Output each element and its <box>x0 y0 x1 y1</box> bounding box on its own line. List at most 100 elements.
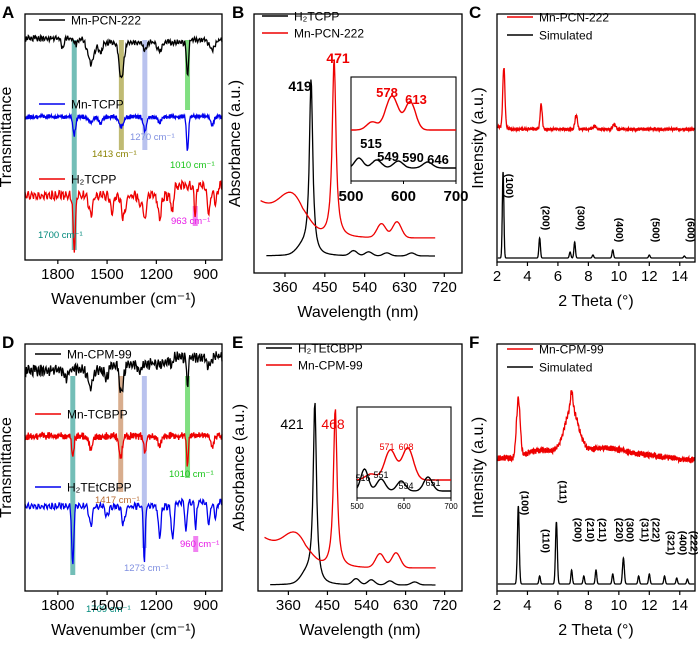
spectrum-line <box>24 178 223 253</box>
peak-label: 471 <box>326 50 350 66</box>
spectrum-line <box>260 59 436 239</box>
legend-label: Mn-TCPP <box>71 98 124 112</box>
legend-label: Mn-CPM-99 <box>298 359 363 373</box>
band-label: 1010 cm⁻¹ <box>169 469 214 480</box>
x-tick-label: 4 <box>523 268 531 285</box>
hkl-label: (300) <box>623 518 635 543</box>
hkl-label: (211) <box>596 518 608 542</box>
hkl-label: (300) <box>575 206 587 231</box>
x-tick-label: 6 <box>554 597 562 614</box>
inset-tick-label: 600 <box>391 188 416 205</box>
pattern-line <box>497 390 695 465</box>
x-axis-label: Wavenumber (cm⁻¹) <box>51 291 196 308</box>
y-axis-label: Intensity (a.u.) <box>470 87 487 188</box>
x-tick-label: 720 <box>432 279 457 296</box>
y-axis-label: Intensity (a.u.) <box>470 417 487 518</box>
band-marker <box>193 536 199 552</box>
hkl-label: (321) <box>665 531 677 556</box>
inset-line <box>351 95 456 131</box>
x-tick-label: 900 <box>193 597 218 614</box>
spectrum-line <box>24 112 223 151</box>
panel-letter: C <box>469 3 481 22</box>
x-tick-label: 1200 <box>140 597 173 614</box>
x-axis-label: 2 Theta (°) <box>558 293 633 310</box>
inset-peak-label: 613 <box>405 92 427 107</box>
spectrum-line <box>266 79 435 257</box>
panel-letter: E <box>232 333 243 352</box>
hkl-label: (200) <box>572 518 584 543</box>
x-tick-label: 2 <box>493 268 501 285</box>
plot-frame <box>24 13 223 261</box>
inset-peak-label: 571 <box>379 442 394 452</box>
x-tick-label: 450 <box>315 597 340 614</box>
x-tick-label: 540 <box>352 279 377 296</box>
legend-label: Mn-TCBPP <box>67 408 128 422</box>
hkl-label: (100) <box>503 174 515 199</box>
band-marker <box>71 40 77 250</box>
y-axis-label: Transmittance <box>0 87 15 188</box>
inset-tick-label: 600 <box>397 502 411 511</box>
peak-label: 419 <box>288 78 312 94</box>
panel-letter: B <box>232 3 244 22</box>
inset-line <box>356 468 451 492</box>
inset-tick-label: 700 <box>443 188 468 205</box>
y-axis-label: Absorbance (a.u.) <box>231 404 248 531</box>
band-label: 1010 cm⁻¹ <box>170 160 215 171</box>
legend-label: H₂TEtCBPP <box>67 481 132 495</box>
hkl-label: (222) <box>687 531 699 556</box>
x-tick-label: 12 <box>641 597 658 614</box>
plot-frame <box>24 343 223 592</box>
inset-peak-label: 608 <box>398 442 413 452</box>
legend-label: H₂TEtCBPP <box>298 342 363 356</box>
band-label: 1700 cm⁻¹ <box>38 230 83 241</box>
peak-label: 468 <box>321 416 345 432</box>
hkl-label: (222) <box>649 518 661 543</box>
x-tick-label: 1200 <box>140 266 173 283</box>
x-tick-label: 540 <box>354 597 379 614</box>
x-axis-label: Wavelength (nm) <box>297 304 418 321</box>
pattern-line <box>497 505 695 585</box>
legend-label: Simulated <box>539 361 592 375</box>
legend-label: Mn-CPM-99 <box>67 348 132 362</box>
band-label: 1413 cm⁻¹ <box>92 149 137 160</box>
plot-frame <box>496 343 696 592</box>
band-marker <box>118 40 124 150</box>
legend-label: H₂TCPP <box>71 173 116 187</box>
hkl-label: (400) <box>677 531 689 556</box>
inset-tick-label: 500 <box>338 188 363 205</box>
hkl-label: (210) <box>584 518 596 543</box>
x-tick-label: 1500 <box>90 597 123 614</box>
x-tick-label: 450 <box>312 279 337 296</box>
hkl-label: (200) <box>540 206 552 231</box>
hkl-label: (111) <box>556 480 568 503</box>
hkl-label: (600) <box>684 218 696 243</box>
inset-peak-label: 590 <box>402 150 424 165</box>
x-tick-label: 14 <box>671 268 688 285</box>
band-label: 1270 cm⁻¹ <box>130 132 175 143</box>
hkl-label: (400) <box>613 218 625 243</box>
spectrum-line <box>270 402 436 586</box>
spectrum-line <box>264 409 436 569</box>
hkl-label: (100) <box>518 491 530 516</box>
pattern-line <box>497 171 695 259</box>
band-label: 960 cm⁻¹ <box>180 539 219 550</box>
panel-letter: A <box>2 3 14 22</box>
hkl-label: (220) <box>613 518 625 543</box>
inset-tick-label: 700 <box>444 502 458 511</box>
spectrum-line <box>24 431 223 467</box>
panel-letter: F <box>469 333 479 352</box>
x-tick-label: 2 <box>493 597 501 614</box>
plot-frame <box>257 343 463 592</box>
y-axis-label: Transmittance <box>0 417 15 518</box>
hkl-label: (500) <box>649 218 661 243</box>
inset-peak-label: 516 <box>355 473 370 483</box>
x-tick-label: 630 <box>393 597 418 614</box>
inset-peak-label: 515 <box>360 136 382 151</box>
x-tick-label: 1800 <box>41 597 74 614</box>
hkl-label: (311) <box>639 518 651 542</box>
x-tick-label: 8 <box>584 597 592 614</box>
x-axis-label: Wavenumber (cm⁻¹) <box>51 622 196 639</box>
x-tick-label: 630 <box>392 279 417 296</box>
inset-peak-label: 551 <box>373 470 388 480</box>
x-tick-label: 360 <box>272 279 297 296</box>
